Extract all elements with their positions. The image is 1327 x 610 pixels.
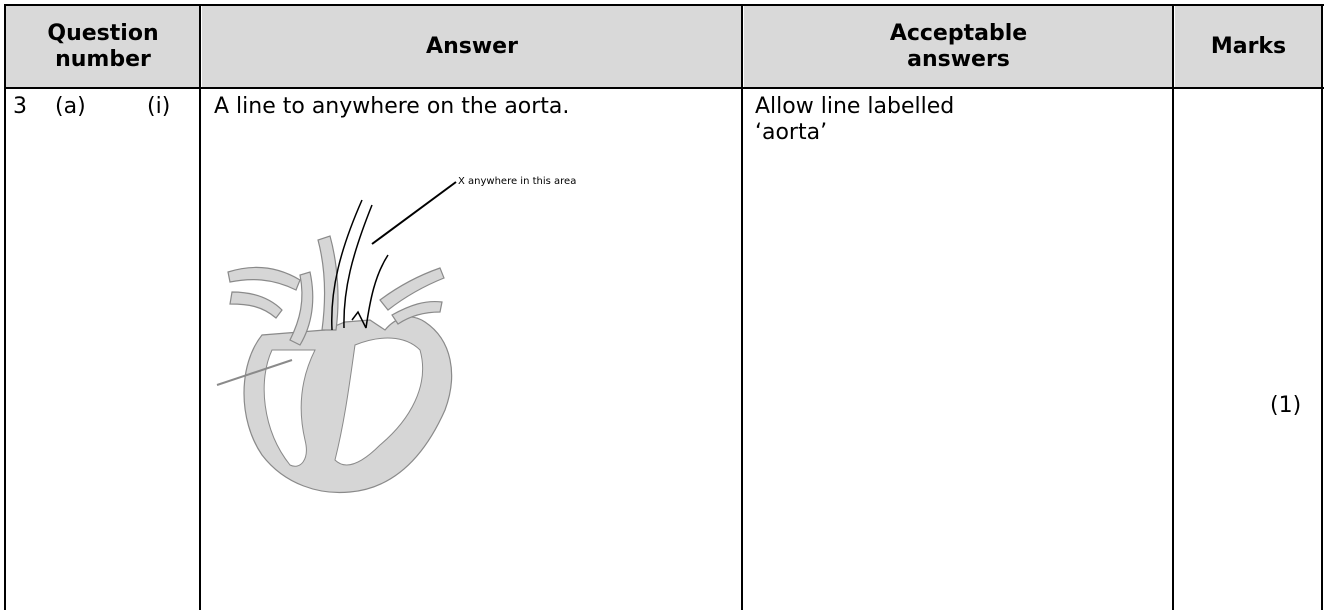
border bbox=[1321, 4, 1323, 610]
header-text: Question number bbox=[47, 20, 159, 72]
vessel bbox=[379, 267, 445, 311]
border bbox=[741, 4, 743, 610]
question-part: (a) bbox=[55, 94, 86, 119]
chamber bbox=[263, 349, 316, 467]
header-cell: Answer bbox=[202, 5, 742, 88]
acceptable-text: Allow line labelled ‘aorta’ bbox=[755, 94, 955, 145]
answer-text: A line to anywhere on the aorta. bbox=[214, 94, 570, 119]
question-number: 3 bbox=[13, 94, 27, 119]
chamber bbox=[334, 337, 424, 466]
header-text: Acceptable answers bbox=[889, 20, 1028, 72]
diagram-label: X anywhere in this area bbox=[458, 176, 576, 187]
vessel bbox=[317, 235, 339, 331]
vessel bbox=[227, 266, 301, 291]
vessel bbox=[229, 291, 283, 319]
header-cell: Question number bbox=[6, 5, 200, 88]
border bbox=[1172, 4, 1174, 610]
header-text: Answer bbox=[426, 33, 518, 59]
border bbox=[199, 4, 201, 610]
border bbox=[4, 4, 1324, 6]
label-line bbox=[371, 181, 457, 245]
marks: (1) bbox=[1270, 393, 1302, 418]
vessel bbox=[289, 271, 314, 346]
border bbox=[4, 4, 6, 610]
pointer-line bbox=[216, 359, 293, 386]
header-text: Marks bbox=[1210, 33, 1287, 59]
header-cell: Acceptable answers bbox=[744, 5, 1173, 88]
question-subpart: (i) bbox=[147, 94, 171, 119]
aorta bbox=[331, 199, 389, 331]
header-cell: Marks bbox=[1175, 5, 1322, 88]
vessel bbox=[391, 300, 443, 325]
border bbox=[4, 87, 1324, 89]
